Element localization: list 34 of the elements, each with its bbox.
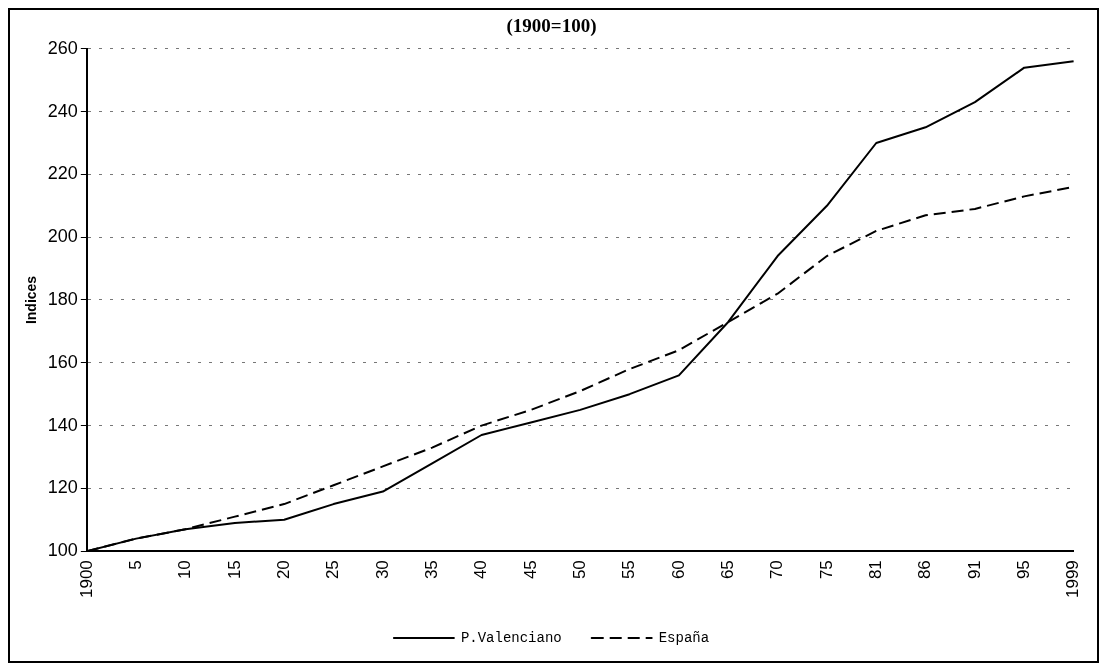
y-tick-label: 200 <box>47 226 78 247</box>
y-axis-title: Indices <box>23 275 40 325</box>
x-tick-label: 75 <box>816 560 836 580</box>
chart-title: (1900=100) <box>506 15 597 38</box>
x-tick-label: 1999 <box>1063 560 1083 599</box>
y-tick-label: 220 <box>47 163 78 184</box>
x-tick-label: 25 <box>323 560 343 580</box>
x-tick-label: 40 <box>471 560 491 580</box>
x-tick-label: 1900 <box>76 560 96 599</box>
x-tick-label: 91 <box>964 560 984 580</box>
x-tick-label: 5 <box>125 560 145 570</box>
y-tick-label: 140 <box>47 414 78 435</box>
x-tick-label: 10 <box>175 560 195 580</box>
x-tick-label: 60 <box>668 560 688 580</box>
x-tick-label: 50 <box>569 560 589 580</box>
y-tick-label: 100 <box>47 540 78 561</box>
y-tick-label: 240 <box>47 100 78 121</box>
x-tick-label: 86 <box>915 560 935 580</box>
y-tick-label: 180 <box>47 288 78 309</box>
y-tick-label: 160 <box>47 351 78 372</box>
x-tick-label: 65 <box>717 560 737 580</box>
x-tick-label: 45 <box>520 560 540 580</box>
x-tick-label: 20 <box>273 560 293 580</box>
x-tick-label: 30 <box>372 560 392 580</box>
x-tick-label: 95 <box>1013 560 1033 580</box>
legend-label: España <box>658 629 710 646</box>
x-tick-label: 55 <box>619 560 639 580</box>
x-tick-label: 81 <box>865 560 885 580</box>
legend-label: P.Valenciano <box>460 629 562 646</box>
x-tick-label: 15 <box>224 560 244 580</box>
x-tick-label: 70 <box>767 560 787 580</box>
y-tick-label: 260 <box>47 37 78 58</box>
x-tick-label: 35 <box>421 560 441 580</box>
y-tick-label: 120 <box>47 477 78 498</box>
